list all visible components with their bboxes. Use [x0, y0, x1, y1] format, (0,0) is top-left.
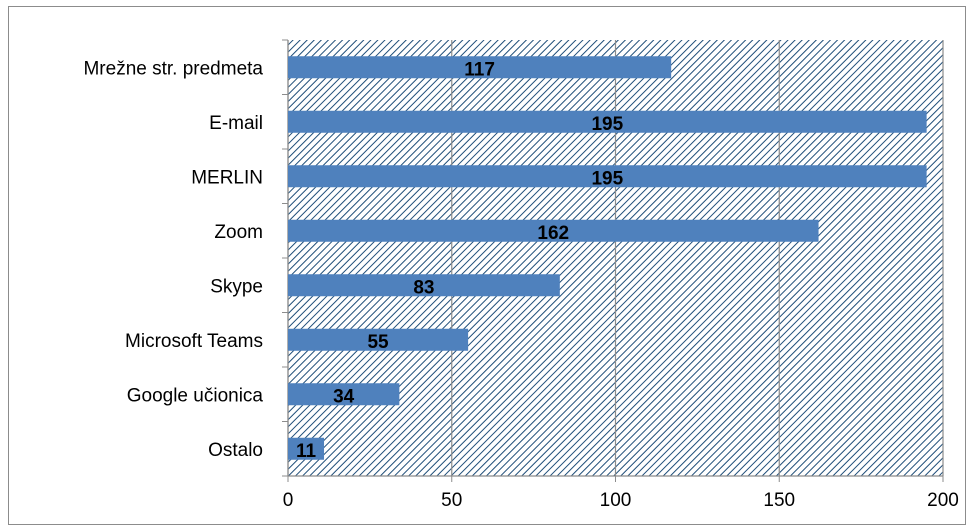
category-label: Google učionica	[127, 385, 264, 406]
bar-3	[288, 219, 819, 242]
x-tick-label: 100	[600, 490, 632, 511]
data-label: 34	[333, 386, 355, 407]
category-label: Skype	[210, 276, 263, 297]
category-label: E-mail	[209, 113, 263, 134]
data-label: 55	[367, 332, 389, 353]
category-label: Mrežne str. predmeta	[83, 58, 263, 79]
x-tick-label: 200	[927, 490, 959, 511]
category-label: Zoom	[214, 222, 263, 243]
labels: 0 50 100 150 200 Mrežne str. predmeta 117 E-mai…	[83, 58, 958, 511]
x-tick-label: 50	[441, 490, 462, 511]
data-label: 83	[413, 277, 434, 298]
bar-5	[288, 328, 469, 351]
data-label: 195	[591, 168, 623, 189]
data-label: 162	[537, 223, 569, 244]
bar-6	[288, 383, 400, 406]
x-tick-label: 0	[283, 490, 294, 511]
bar-0	[288, 56, 672, 79]
bars	[288, 56, 927, 460]
data-label: 195	[591, 114, 623, 135]
category-label: Microsoft Teams	[125, 331, 263, 352]
x-tick-label: 150	[763, 490, 795, 511]
data-label: 11	[296, 441, 317, 462]
bar-4	[288, 274, 560, 297]
bar-2	[288, 165, 927, 188]
bar-1	[288, 110, 927, 133]
category-label: Ostalo	[208, 440, 263, 461]
category-label: MERLIN	[191, 167, 263, 188]
bar-7	[288, 437, 325, 460]
data-label: 117	[464, 59, 495, 80]
